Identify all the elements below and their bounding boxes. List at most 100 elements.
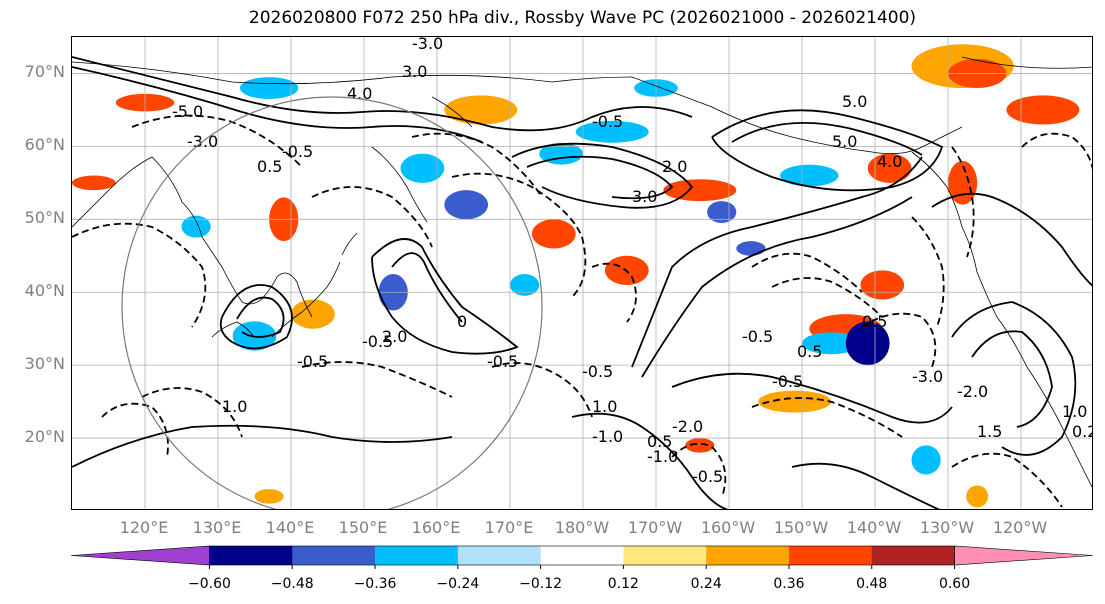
positive-contour [671, 372, 953, 424]
divergence-patch [1006, 95, 1080, 125]
negative-contour [591, 262, 637, 323]
colorbar-tick-label: −0.12 [519, 576, 563, 592]
colorbar-segment [209, 546, 293, 565]
divergence-patch [239, 77, 299, 99]
divergence-patch [510, 274, 540, 296]
negative-contour [671, 442, 727, 498]
colorbar-high-extend [954, 545, 1094, 566]
colorbar-segment [871, 546, 956, 565]
contour-label: 0.5 [862, 312, 887, 331]
colorbar-tick-label: 0.12 [607, 576, 639, 592]
contour-label: -3.0 [412, 37, 443, 53]
contour-label: 0.5 [647, 432, 672, 451]
lon-label: 180°W [554, 518, 610, 537]
lon-label: 170°E [484, 518, 534, 537]
colorbar-tick-label: 0.48 [856, 576, 888, 592]
negative-contour [311, 186, 433, 248]
positive-contour [219, 284, 293, 350]
divergence-patch [254, 489, 284, 504]
contour-label: 0.5 [257, 157, 282, 176]
map-canvas: -5.0-3.0-0.50.5-0.53.04.0-3.05.0-0.52.03… [72, 37, 1093, 509]
contour-label: 1.5 [977, 422, 1002, 441]
negative-contour [141, 387, 243, 438]
positive-contour [711, 109, 944, 192]
coastline-alaska [631, 76, 963, 155]
contour-label: -3.0 [912, 367, 943, 386]
divergence-patch [966, 485, 989, 508]
positive-contour [631, 156, 923, 368]
positive-contour [511, 142, 694, 209]
positive-contour [641, 196, 913, 378]
divergence-patch [291, 299, 335, 329]
contour-label: -0.5 [362, 332, 393, 351]
divergence-patch [444, 95, 518, 125]
colorbar-segment [788, 546, 873, 565]
positive-contour [971, 330, 1053, 428]
influence-circle [121, 96, 543, 509]
lat-label: 40°N [24, 281, 65, 301]
divergence-patch [72, 175, 116, 191]
lat-label: 70°N [24, 62, 65, 82]
contour-label: -0.5 [772, 372, 803, 391]
lon-label: 120°W [992, 518, 1048, 537]
divergence-patch [575, 120, 649, 143]
positive-contour [951, 301, 1077, 456]
colorbar-tick-label: −0.24 [436, 576, 480, 592]
map-title: 2026020800 F072 250 hPa div., Rossby Wav… [248, 8, 917, 28]
divergence-patch [780, 164, 839, 187]
positive-contour [931, 192, 1092, 287]
positive-contour [236, 296, 285, 338]
negative-contour [411, 132, 543, 198]
contour-label: 4.0 [877, 152, 902, 171]
divergence-patch [758, 390, 832, 413]
coastline-northamerica [911, 151, 1092, 488]
lon-label: 140°W [846, 518, 902, 537]
negative-contour [1021, 132, 1092, 170]
divergence-patch [802, 332, 861, 355]
colorbar-segment [706, 546, 790, 565]
negative-contour [101, 402, 169, 458]
coastline-arctic [72, 56, 1092, 85]
contour-labels: -5.0-3.0-0.50.5-0.53.04.0-3.05.0-0.52.03… [172, 37, 1093, 486]
contour-label: -1.0 [592, 427, 623, 446]
positive-contour [791, 462, 940, 509]
divergence-patch [444, 190, 489, 220]
divergence-patch [531, 219, 576, 249]
contour-label: -0.5 [742, 327, 773, 346]
contour-label: 3.0 [632, 187, 657, 206]
contour-label: 0.2 [1072, 422, 1093, 441]
colorbar-segment [540, 546, 624, 565]
positive-contour [571, 412, 729, 509]
colorbar-segment [375, 546, 459, 565]
divergence-patch [845, 321, 890, 366]
contour-label: 5.0 [842, 92, 867, 111]
coastlines [72, 56, 1092, 488]
positive-contour [72, 66, 483, 143]
coastline-japan [271, 232, 358, 338]
lat-label: 60°N [24, 135, 65, 155]
contour-label: 0.5 [797, 342, 822, 361]
contour-label: 3.0 [402, 62, 427, 81]
contour-label: -0.5 [487, 352, 518, 371]
negative-contour [771, 277, 883, 318]
positive-contour [731, 121, 923, 156]
contour-label: -2.0 [957, 382, 988, 401]
colorbar-tick-label: −0.60 [187, 576, 231, 592]
lon-label: 170°W [627, 518, 683, 537]
negative-contour [911, 216, 945, 328]
contour-label: -0.5 [592, 112, 623, 131]
contour-label: 1.0 [592, 397, 617, 416]
lon-label: 140°E [265, 518, 315, 537]
divergence-patch [400, 153, 445, 183]
contour-label: -5.0 [172, 102, 203, 121]
coastline-kamchatka [371, 96, 473, 223]
divergence-patch [867, 153, 912, 183]
lat-label: 20°N [24, 427, 65, 447]
wave-contours [72, 56, 1092, 509]
divergence-patch [911, 445, 941, 475]
divergence-patch [181, 215, 211, 238]
contour-label: 5.0 [832, 132, 857, 151]
lon-label: 130°E [192, 518, 242, 537]
map-panel: -5.0 -3.0 -0.5 0.5 -0.5 3.0 4.0 -3.0 5.0 -0.5 2.0 3… [71, 36, 1093, 510]
